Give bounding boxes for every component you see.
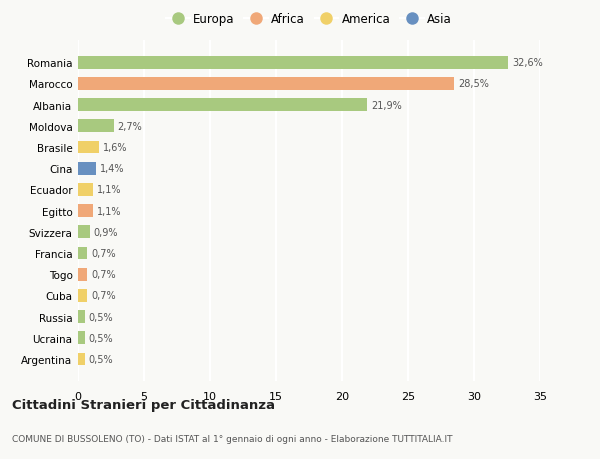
Bar	[78, 247, 87, 260]
Bar	[78, 311, 85, 323]
Text: 28,5%: 28,5%	[458, 79, 489, 89]
Text: 0,7%: 0,7%	[91, 291, 116, 301]
Text: 21,9%: 21,9%	[371, 101, 402, 110]
Text: 1,1%: 1,1%	[97, 206, 121, 216]
Text: 0,7%: 0,7%	[91, 248, 116, 258]
Bar	[78, 141, 99, 154]
Bar	[78, 289, 87, 302]
Text: 0,5%: 0,5%	[89, 354, 113, 364]
Bar	[78, 78, 454, 90]
Bar	[78, 332, 85, 344]
Bar	[78, 120, 113, 133]
Bar	[78, 353, 85, 365]
Bar	[78, 268, 87, 281]
Text: 0,5%: 0,5%	[89, 333, 113, 343]
Bar	[78, 226, 90, 239]
Text: 0,9%: 0,9%	[94, 227, 118, 237]
Bar	[78, 205, 92, 218]
Text: 32,6%: 32,6%	[512, 58, 543, 68]
Bar	[78, 57, 508, 69]
Bar	[78, 162, 97, 175]
Text: Cittadini Stranieri per Cittadinanza: Cittadini Stranieri per Cittadinanza	[12, 398, 275, 412]
Bar	[78, 99, 367, 112]
Text: 2,7%: 2,7%	[118, 122, 142, 132]
Text: 1,4%: 1,4%	[100, 164, 125, 174]
Legend: Europa, Africa, America, Asia: Europa, Africa, America, Asia	[166, 13, 452, 26]
Text: 1,6%: 1,6%	[103, 143, 128, 153]
Text: 1,1%: 1,1%	[97, 185, 121, 195]
Text: 0,7%: 0,7%	[91, 269, 116, 280]
Text: 0,5%: 0,5%	[89, 312, 113, 322]
Bar	[78, 184, 92, 196]
Text: COMUNE DI BUSSOLENO (TO) - Dati ISTAT al 1° gennaio di ogni anno - Elaborazione : COMUNE DI BUSSOLENO (TO) - Dati ISTAT al…	[12, 434, 452, 442]
